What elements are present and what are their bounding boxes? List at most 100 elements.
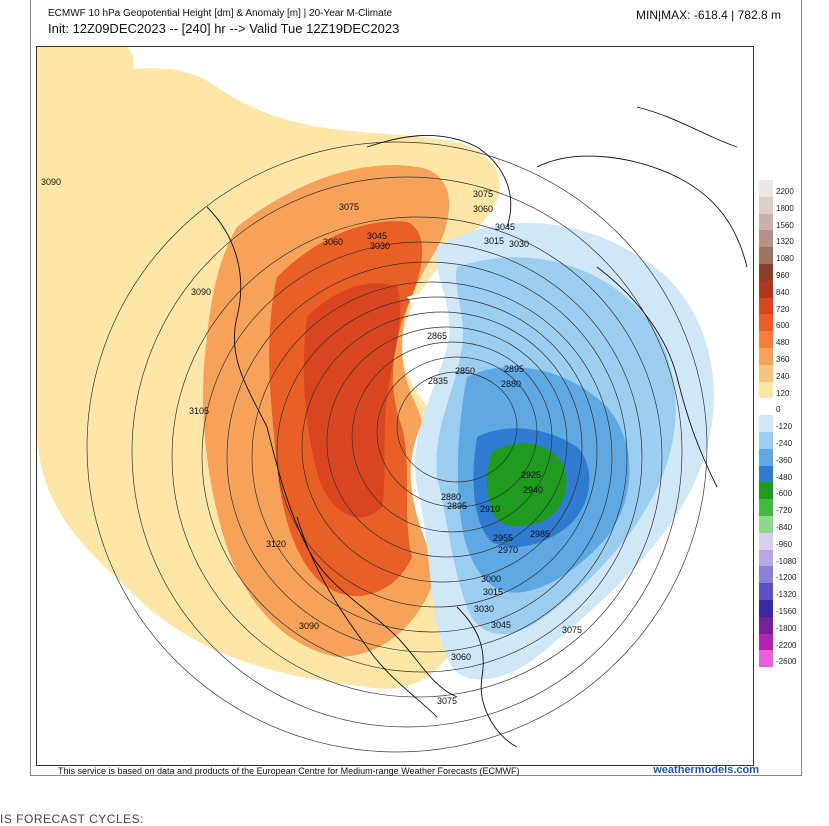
legend-swatch — [759, 448, 773, 466]
contour-label: 3120 — [266, 539, 286, 549]
legend-label: -600 — [776, 489, 793, 499]
legend-row: -240 — [759, 431, 815, 449]
legend-swatch — [759, 247, 773, 264]
contour-label: 2880 — [501, 379, 521, 389]
contour-label: 2880 — [441, 492, 461, 502]
legend-label: -720 — [776, 506, 793, 516]
contour-label: 3075 — [473, 189, 493, 199]
legend-row: -840 — [759, 515, 815, 533]
legend-label: -240 — [776, 438, 793, 448]
legend-row: 2200 — [759, 180, 815, 197]
legend-label: 360 — [776, 354, 790, 364]
legend-row: -1080 — [759, 549, 815, 567]
legend-row: 1800 — [759, 196, 815, 214]
legend-swatch — [759, 364, 773, 382]
contour-label: 3075 — [339, 202, 359, 212]
contour-label: 3045 — [491, 620, 511, 630]
contour-label: 2910 — [480, 504, 500, 514]
legend-row: -480 — [759, 465, 815, 483]
legend-swatch — [759, 263, 773, 281]
minmax-readout: MIN|MAX: -618.4 | 782.8 m — [636, 8, 781, 22]
legend-label: 1080 — [776, 254, 794, 264]
credit-text: This service is based on data and produc… — [58, 766, 520, 776]
contour-label: 3075 — [437, 696, 457, 706]
contour-label: 2850 — [455, 366, 475, 376]
contour-label: 2925 — [521, 470, 541, 480]
brand-link[interactable]: weathermodels.com — [653, 764, 759, 776]
page-footer-text: IS FORECAST CYCLES: — [0, 812, 144, 826]
legend-swatch — [759, 280, 773, 298]
contour-label: 2865 — [427, 331, 447, 341]
legend-row: -600 — [759, 482, 815, 500]
legend-label: -1800 — [776, 623, 797, 633]
contour-label: 3000 — [481, 574, 501, 584]
legend-row: 120 — [759, 381, 815, 399]
legend-row: -1200 — [759, 566, 815, 584]
legend-swatch — [759, 566, 773, 584]
legend-swatch — [759, 331, 773, 348]
legend-label: -1320 — [776, 590, 797, 600]
contour-label: 3090 — [299, 621, 319, 631]
legend-label: -120 — [776, 422, 793, 432]
contour-label: 3030 — [509, 239, 529, 249]
legend-row: -360 — [759, 448, 815, 466]
legend-swatch — [759, 381, 773, 399]
legend-label: -2200 — [776, 640, 797, 650]
legend-row: -2600 — [759, 650, 815, 668]
contour-label: 3045 — [495, 222, 515, 232]
legend-row: 0 — [759, 398, 815, 416]
legend-swatch — [759, 180, 773, 197]
legend-swatch — [759, 230, 773, 248]
contour-label: 2895 — [504, 364, 524, 374]
legend-label: 240 — [776, 371, 790, 381]
contour-label: 3015 — [483, 587, 503, 597]
legend-swatch — [759, 398, 773, 416]
legend-row: 720 — [759, 297, 815, 315]
legend-swatch — [759, 196, 773, 214]
legend-label: -960 — [776, 539, 793, 549]
legend-swatch — [759, 599, 773, 617]
legend-row: -1560 — [759, 599, 815, 617]
legend-swatch — [759, 482, 773, 500]
legend-label: -1200 — [776, 573, 797, 583]
legend-label: -1080 — [776, 556, 797, 566]
legend-row: 840 — [759, 280, 815, 298]
legend-label: 1560 — [776, 220, 794, 230]
contour-label: 3045 — [367, 231, 387, 241]
coastlines — [206, 106, 748, 748]
legend-swatch — [759, 616, 773, 634]
legend-swatch — [759, 431, 773, 449]
color-legend: 2200 1800 1560 1320 1080 960 840 720 600 480 360 24… — [759, 180, 815, 668]
legend-label: 120 — [776, 388, 790, 398]
legend-row: -960 — [759, 532, 815, 550]
legend-swatch — [759, 583, 773, 600]
contour-label: 2895 — [447, 501, 467, 511]
legend-swatch — [759, 499, 773, 516]
contour-label: 2940 — [523, 485, 543, 495]
map-svg: 3090 3075 3060 3045 3030 3075 3060 3045 … — [37, 47, 753, 765]
legend-row: -720 — [759, 499, 815, 516]
legend-row: 1080 — [759, 247, 815, 264]
contour-label: 2985 — [530, 529, 550, 539]
legend-label: 2200 — [776, 187, 794, 196]
forecast-map: 3090 3075 3060 3045 3030 3075 3060 3045 … — [36, 46, 754, 766]
chart-title: ECMWF 10 hPa Geopotential Height [dm] & … — [48, 8, 393, 19]
legend-label: 600 — [776, 321, 790, 331]
legend-swatch — [759, 347, 773, 365]
legend-label: -1560 — [776, 606, 797, 616]
chart-subtitle: Init: 12Z09DEC2023 -- [240] hr --> Valid… — [48, 21, 400, 36]
contour-label: 3060 — [451, 652, 471, 662]
legend-label: 480 — [776, 338, 790, 348]
legend-label: 720 — [776, 304, 790, 314]
contour-label: 2970 — [498, 545, 518, 555]
legend-label: -360 — [776, 455, 793, 465]
legend-row: 240 — [759, 364, 815, 382]
legend-label: -840 — [776, 522, 793, 532]
contour-label: 3030 — [370, 241, 390, 251]
contour-label: 2835 — [428, 376, 448, 386]
contour-label: 3030 — [474, 604, 494, 614]
anomaly-positive-light-nw — [37, 47, 134, 187]
legend-swatch — [759, 314, 773, 332]
contour-label: 3015 — [484, 236, 504, 246]
legend-swatch — [759, 297, 773, 315]
